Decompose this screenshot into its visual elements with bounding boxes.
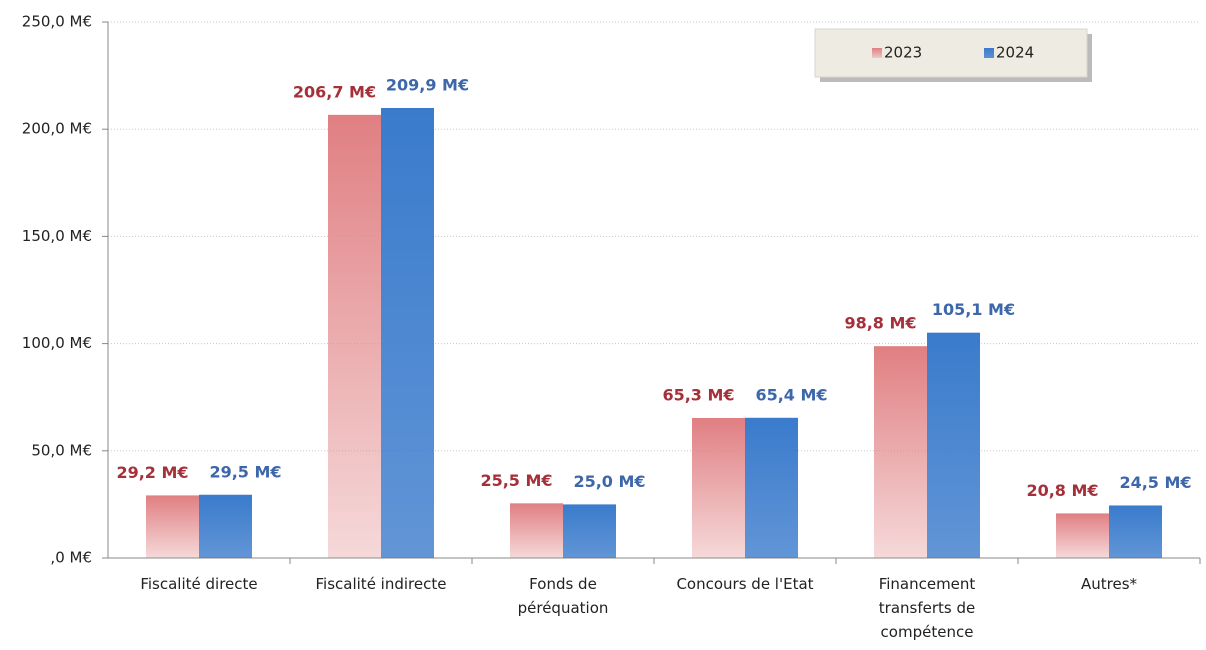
bar — [745, 417, 798, 558]
y-tick-label: 250,0 M€ — [22, 13, 92, 31]
legend — [814, 28, 1088, 78]
value-label: 25,0 M€ — [573, 472, 645, 491]
y-tick-label: 200,0 M€ — [22, 120, 92, 138]
value-label: 29,2 M€ — [116, 463, 188, 482]
value-label: 206,7 M€ — [293, 82, 376, 101]
x-tick-label: Fiscalité indirecte — [315, 575, 447, 593]
y-tick-label: ,0 M€ — [50, 549, 92, 567]
y-tick-label: 100,0 M€ — [22, 334, 92, 352]
legend-swatch — [984, 48, 994, 58]
bar — [927, 332, 980, 558]
x-tick-label: Autres* — [1080, 575, 1138, 593]
legend-swatch — [872, 48, 882, 58]
value-label: 209,9 M€ — [386, 75, 469, 94]
bar — [510, 503, 563, 558]
value-label: 65,4 M€ — [755, 385, 827, 404]
value-label: 25,5 M€ — [480, 471, 552, 490]
bar — [381, 107, 434, 559]
x-tick-label: Financement transferts de compétence — [878, 575, 976, 641]
bar — [146, 495, 199, 558]
value-label: 29,5 M€ — [209, 462, 281, 481]
x-tick-label: Fiscalité directe — [140, 575, 258, 593]
value-label: 98,8 M€ — [844, 314, 916, 333]
bar — [1056, 513, 1109, 558]
y-tick-label: 150,0 M€ — [22, 227, 92, 245]
legend-label: 2023 — [884, 44, 922, 62]
y-tick-label: 50,0 M€ — [31, 441, 92, 459]
value-label: 105,1 M€ — [932, 300, 1015, 319]
bar — [199, 494, 252, 558]
legend-label: 2024 — [996, 44, 1034, 62]
bar — [874, 346, 927, 558]
value-label: 24,5 M€ — [1119, 473, 1191, 492]
bar — [328, 114, 381, 558]
bar — [563, 504, 616, 558]
x-tick-label: Fonds de péréquation — [517, 575, 609, 617]
value-label: 65,3 M€ — [662, 385, 734, 404]
value-label: 20,8 M€ — [1026, 481, 1098, 500]
bar — [692, 417, 745, 558]
x-tick-label: Concours de l'Etat — [676, 575, 814, 593]
bar — [1109, 505, 1162, 558]
